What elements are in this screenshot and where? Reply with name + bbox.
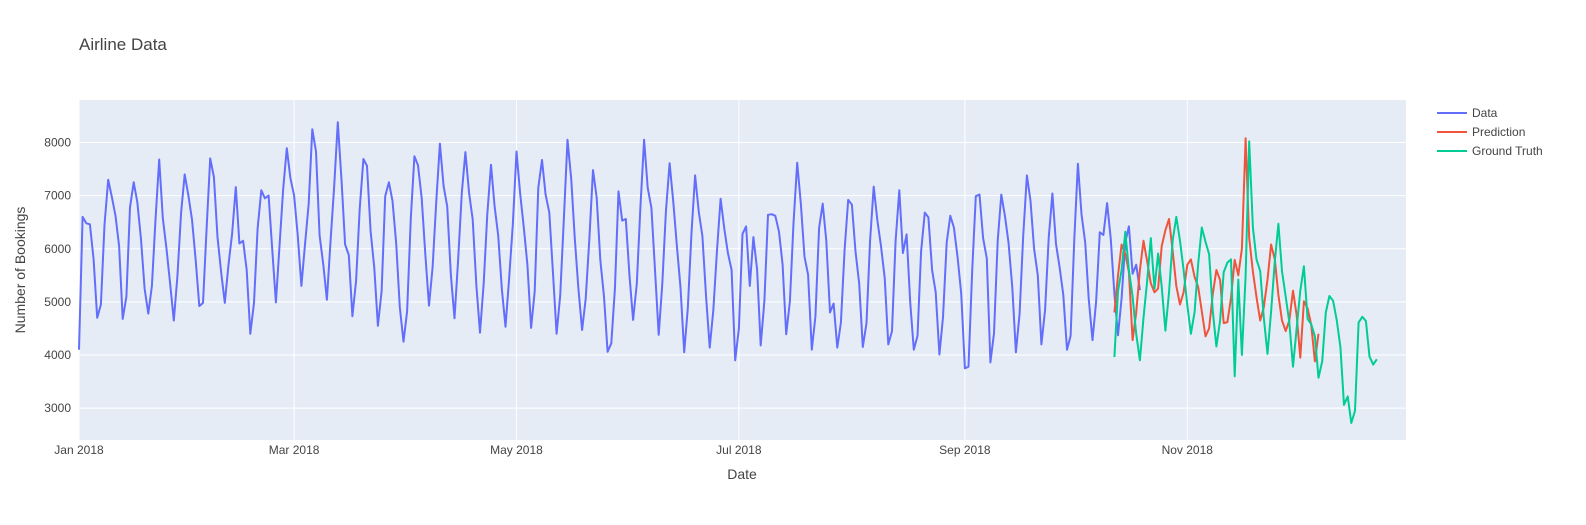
x-tick-label: Jan 2018 — [54, 443, 104, 457]
legend-item-data[interactable]: Data — [1437, 106, 1498, 120]
x-tick-label: Nov 2018 — [1162, 443, 1214, 457]
x-tick-label: Mar 2018 — [269, 443, 320, 457]
series-lines — [78, 121, 1378, 424]
y-tick-label: 5000 — [44, 295, 71, 309]
series-line-ground-truth — [1113, 140, 1378, 424]
y-axis-ticks: 3000 4000 5000 6000 7000 8000 — [44, 136, 71, 416]
y-tick-label: 4000 — [44, 348, 71, 362]
chart-title: Airline Data — [79, 35, 167, 54]
legend[interactable]: Data Prediction Ground Truth — [1437, 106, 1543, 158]
x-tick-label: Sep 2018 — [939, 443, 991, 457]
x-axis-ticks: Jan 2018 Mar 2018 May 2018 Jul 2018 Sep 2018… — [54, 443, 1213, 457]
y-tick-label: 3000 — [44, 401, 71, 415]
legend-label: Ground Truth — [1472, 144, 1543, 158]
x-tick-label: Jul 2018 — [716, 443, 762, 457]
legend-label: Data — [1472, 106, 1498, 120]
y-axis-title: Number of Bookings — [12, 207, 28, 334]
y-tick-label: 7000 — [44, 189, 71, 203]
y-tick-label: 6000 — [44, 242, 71, 256]
legend-item-ground-truth[interactable]: Ground Truth — [1437, 144, 1543, 158]
legend-item-prediction[interactable]: Prediction — [1437, 125, 1525, 139]
y-tick-label: 8000 — [44, 136, 71, 150]
legend-label: Prediction — [1472, 125, 1525, 139]
series-line-data — [78, 121, 1141, 370]
x-axis-title: Date — [727, 466, 757, 482]
x-tick-label: May 2018 — [490, 443, 543, 457]
